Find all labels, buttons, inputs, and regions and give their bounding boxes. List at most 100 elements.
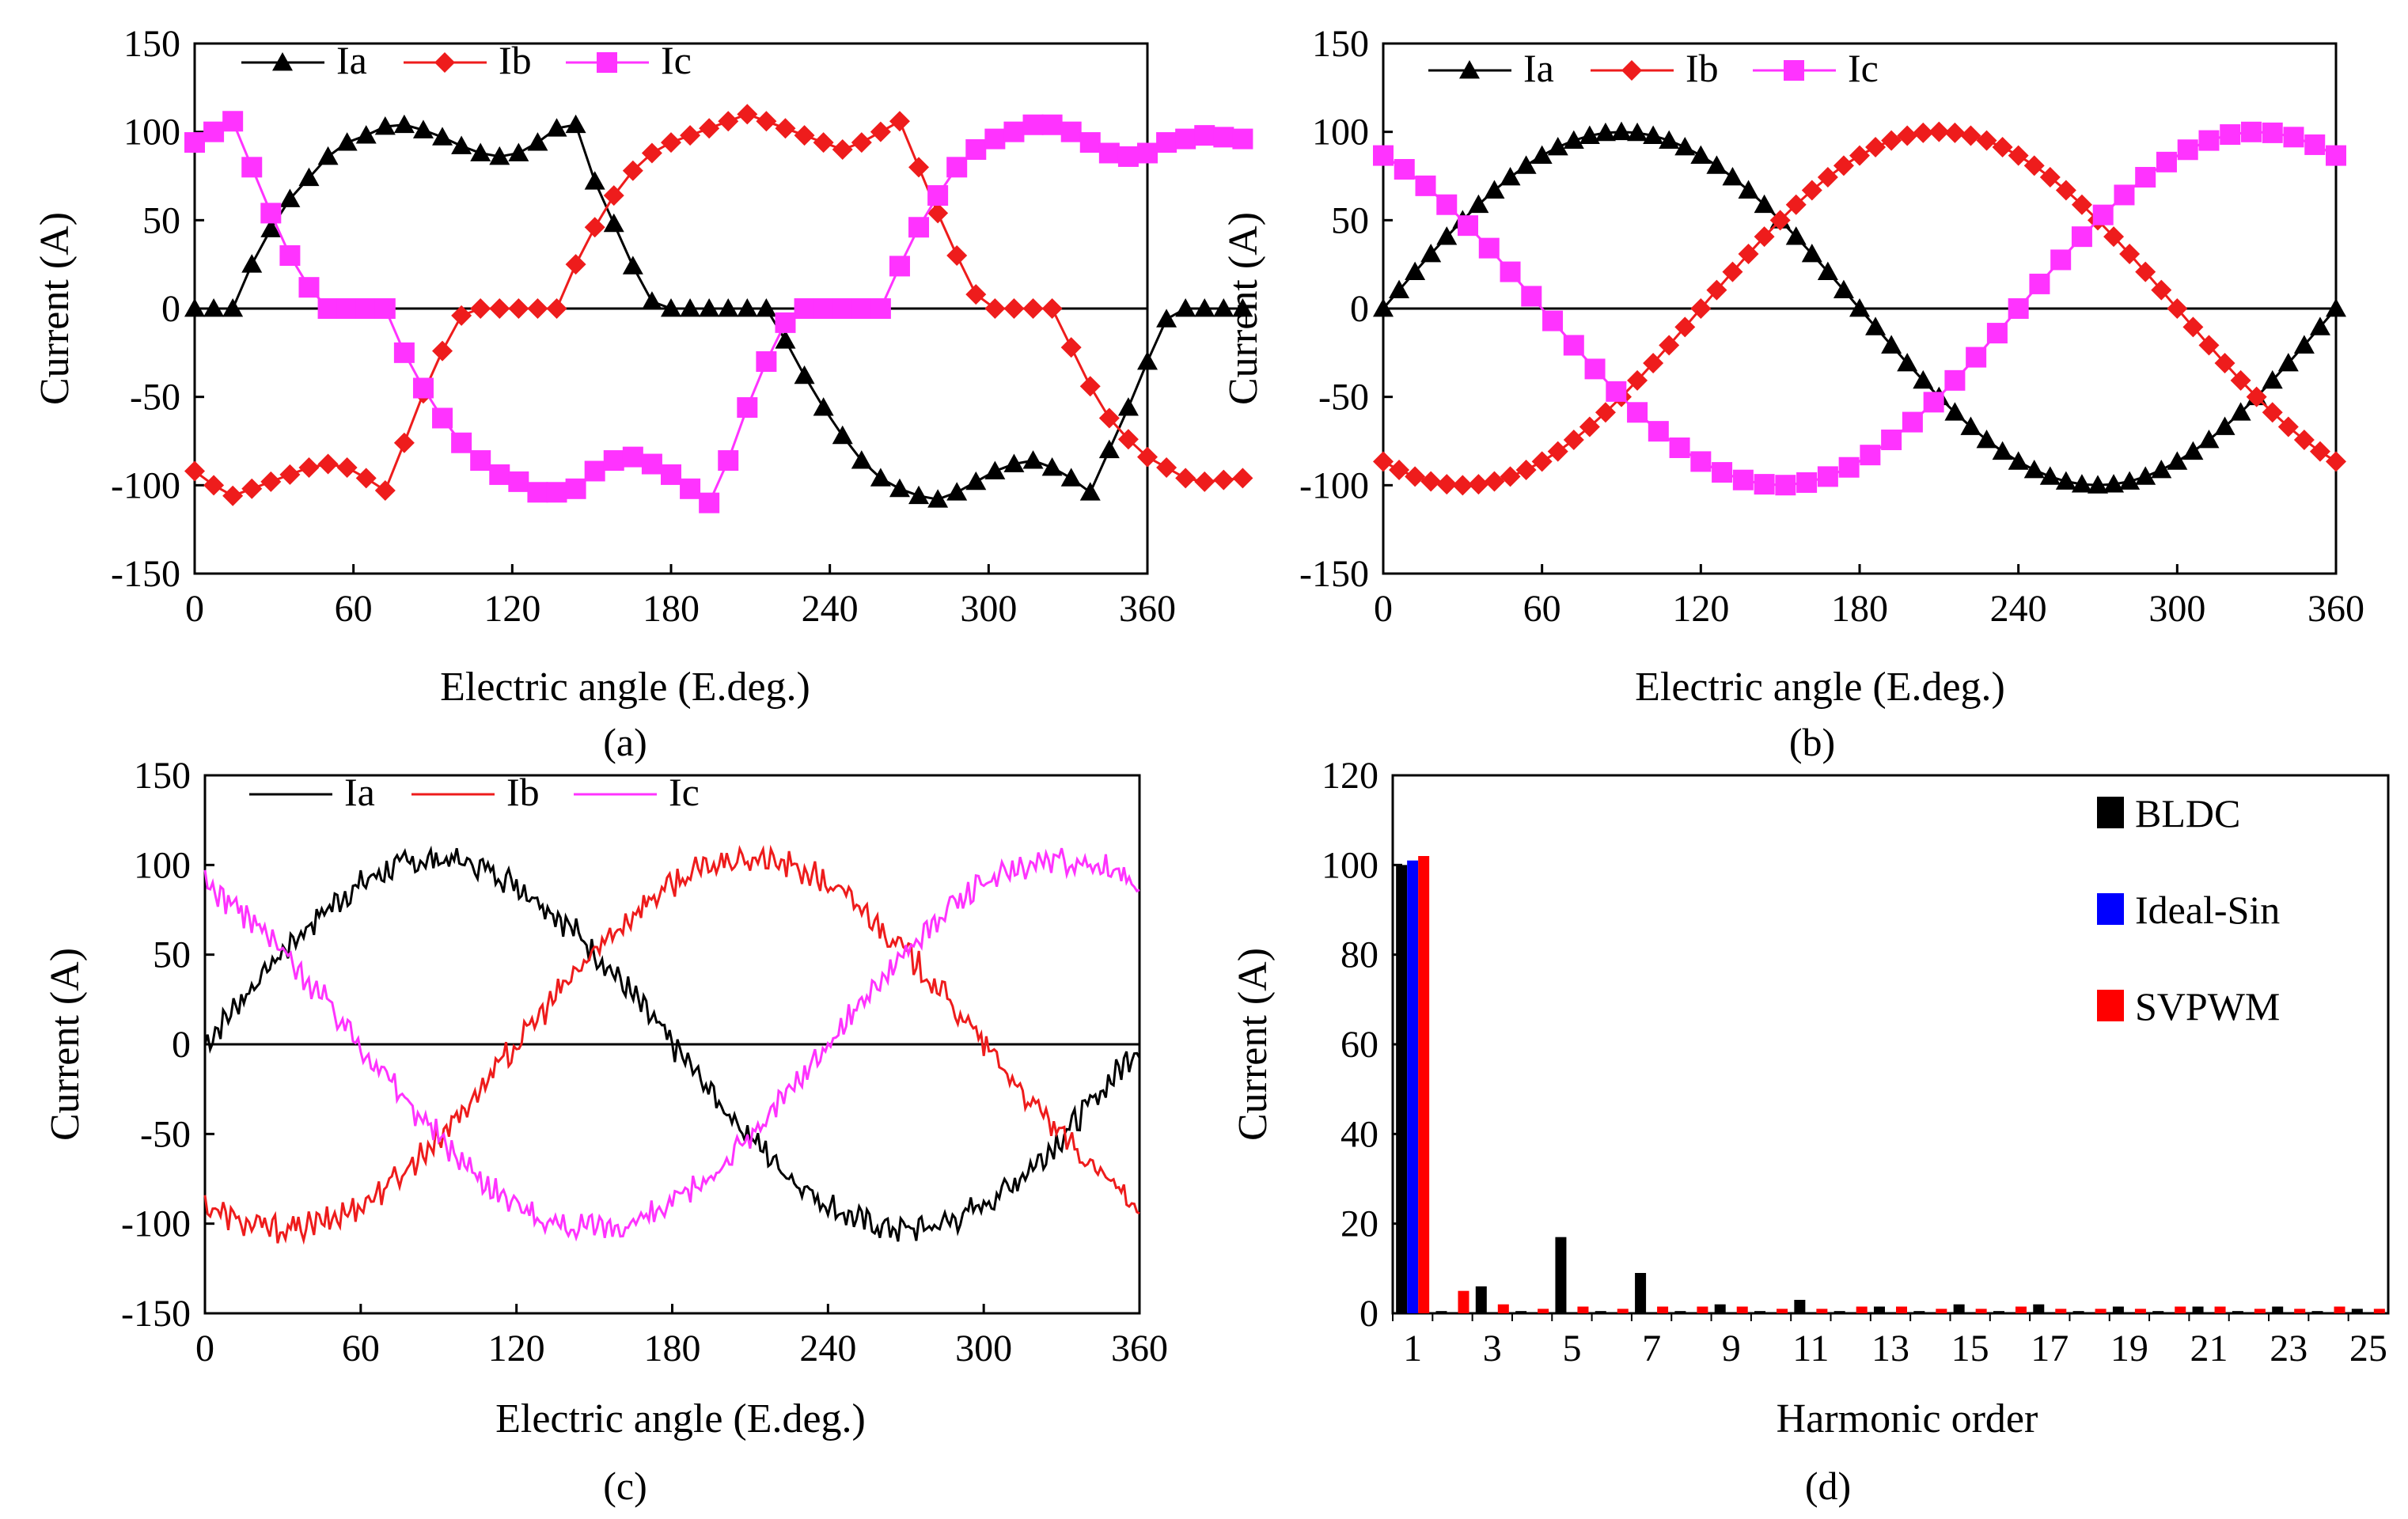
marker-b0-0 [1389,279,1410,299]
marker-b2-0 [1436,194,1458,215]
marker-a1-0 [756,111,777,132]
marker-a0-0 [851,450,872,469]
marker-b1-0 [1627,369,1648,391]
marker-a2-0 [260,203,282,224]
x-tick-label: 240 [1990,588,2047,630]
marker-a2-0 [203,121,225,142]
marker-a0-0 [412,119,434,138]
panel-caption: (c) [603,1464,647,1508]
marker-a2-0 [546,482,567,503]
marker-a1-0 [1079,376,1101,397]
bar-BLDC-h10 [1754,1311,1766,1313]
x-tick-label: 300 [955,1328,1012,1369]
marker-b1-0 [1690,298,1712,319]
marker-b0-0 [2088,475,2108,494]
marker-a1-0 [1098,407,1120,429]
marker-b1-0 [2309,441,2330,462]
marker-a2-0 [1022,114,1044,135]
marker-a0-0 [1175,298,1196,317]
marker-a1-0 [489,298,510,319]
marker-b0-0 [2167,451,2188,470]
y-tick-label: -50 [130,377,180,419]
legend-item-Ib: Ib [411,770,540,814]
marker-a0-0 [699,298,720,317]
marker-a2-0 [1079,132,1101,153]
marker-a2-0 [622,446,643,468]
marker-b1-0 [2182,316,2204,338]
marker-a2-0 [355,298,377,319]
marker-b2-0 [1986,323,2008,344]
marker-b0-0 [2151,460,2172,479]
y-tick-label: 150 [123,23,180,65]
marker-b2-0 [1966,347,1987,368]
x-tick-label: 17 [2031,1328,2069,1369]
x-tick-label: 15 [1951,1328,1989,1369]
marker-a2-0 [794,298,815,319]
marker-a2-0 [775,312,796,333]
legend-label: Ib [506,770,540,814]
x-axis-label: Electric angle (E.deg.) [440,665,810,710]
bar-BLDC-h11 [1794,1300,1806,1313]
marker-b2-0 [2240,121,2262,142]
x-tick-label: 120 [1672,588,1729,630]
bar-SVPWM-h17 [2055,1309,2067,1313]
marker-a0-0 [737,298,758,317]
bar-BLDC-h13 [1874,1306,1885,1313]
marker-a0-0 [1041,457,1063,476]
marker-a2-0 [432,407,453,429]
x-tick-label: 9 [1722,1328,1741,1369]
marker-a2-0 [756,351,777,372]
x-tick-label: 180 [644,1328,701,1369]
marker-b1-0 [1897,125,1918,146]
marker-legend-0 [272,52,293,71]
x-tick-label: 360 [1119,588,1176,630]
marker-b1-0 [1659,335,1680,356]
marker-b0-0 [1897,353,1918,372]
marker-b0-0 [1595,122,1616,142]
marker-b2-0 [1627,402,1648,423]
series-markers-Ia [1373,121,2346,494]
legend-item-Ideal-Sin: Ideal-Sin [2097,888,2280,932]
legend-label: Ic [661,38,692,82]
marker-b2-0 [1860,445,1881,466]
marker-a0-0 [374,116,396,135]
x-tick-label: 13 [1871,1328,1909,1369]
marker-b0-0 [1484,180,1505,199]
bar-BLDC-h22 [2232,1311,2243,1313]
marker-a0-0 [1079,482,1101,501]
marker-a2-0 [412,377,434,399]
marker-b2-0 [2114,184,2135,206]
y-tick-label: -150 [121,1293,191,1335]
marker-b2-0 [1542,310,1564,331]
bar-BLDC-h20 [2152,1311,2164,1313]
marker-a0-0 [336,132,358,151]
marker-b2-0 [1373,145,1394,166]
marker-b2-0 [2177,139,2198,161]
marker-b1-0 [1436,474,1458,495]
marker-a2-0 [718,450,739,472]
marker-b2-0 [2008,298,2029,319]
marker-b0-0 [2277,353,2299,372]
y-axis-label: Current (A) [1221,212,1266,405]
marker-b1-0 [1976,130,1997,151]
marker-b1-0 [1944,122,1966,143]
marker-b0-0 [2055,471,2076,490]
marker-a2-0 [927,185,949,206]
bar-SVPWM-h18 [2095,1309,2107,1313]
legend-label: Ia [1523,46,1554,90]
marker-a2-0 [813,298,834,319]
marker-b2-0 [2326,145,2346,166]
marker-a1-0 [374,480,396,502]
marker-b0-0 [2103,474,2125,493]
marker-b0-0 [1706,155,1727,174]
marker-a1-0 [241,478,263,499]
marker-a0-0 [1003,453,1025,472]
x-axis-label: Electric angle (E.deg.) [1635,665,2005,710]
legend-item-Ic: Ic [1753,46,1879,90]
y-tick-label: 150 [1312,23,1369,65]
marker-b1-0 [1595,402,1616,423]
marker-b0-0 [2071,474,2092,493]
bar-SVPWM-h1 [1418,856,1430,1313]
marker-b0-0 [1865,316,1887,335]
